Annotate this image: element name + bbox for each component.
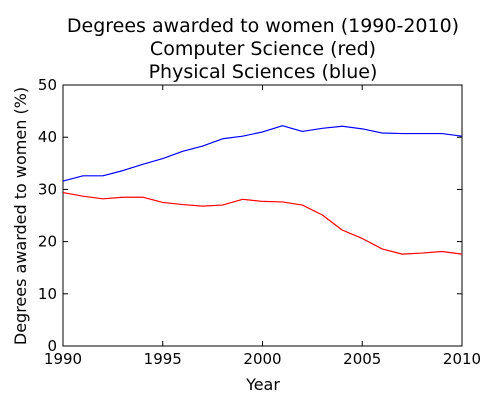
plot-frame [62,84,463,347]
series-line-computer-science [62,191,463,255]
x-axis-label: Year [245,375,280,394]
y-tick-label-50: 50 [38,76,57,94]
x-tick-label-2005: 2005 [343,350,381,368]
y-axis-label: Degrees awarded to women (%) [11,87,30,345]
y-tick-label-10: 10 [38,285,57,303]
x-tick-label-2000: 2000 [243,350,281,368]
plot-area [62,84,463,347]
y-tick-label-40: 40 [38,128,57,146]
series-layer [62,125,463,255]
x-tick-label-1990: 1990 [44,350,82,368]
chart-title-line-3: Physical Sciences (blue) [149,61,378,83]
x-tick-label-2010: 2010 [443,350,481,368]
series-line-physical-sciences [62,125,463,182]
y-tick-label-0: 0 [47,337,57,355]
x-tick-label-1995: 1995 [144,350,182,368]
chart-title-line-2: Computer Science (red) [150,38,376,60]
y-tick-label-20: 20 [38,233,57,251]
chart-title-line-1: Degrees awarded to women (1990-2010) [67,15,459,37]
y-tick-label-30: 30 [38,180,57,198]
chart-title: Degrees awarded to women (1990-2010) Com… [67,15,459,83]
axis-ticks: 1990 1995 2000 2005 2010 0 10 20 30 40 50 [38,76,481,368]
